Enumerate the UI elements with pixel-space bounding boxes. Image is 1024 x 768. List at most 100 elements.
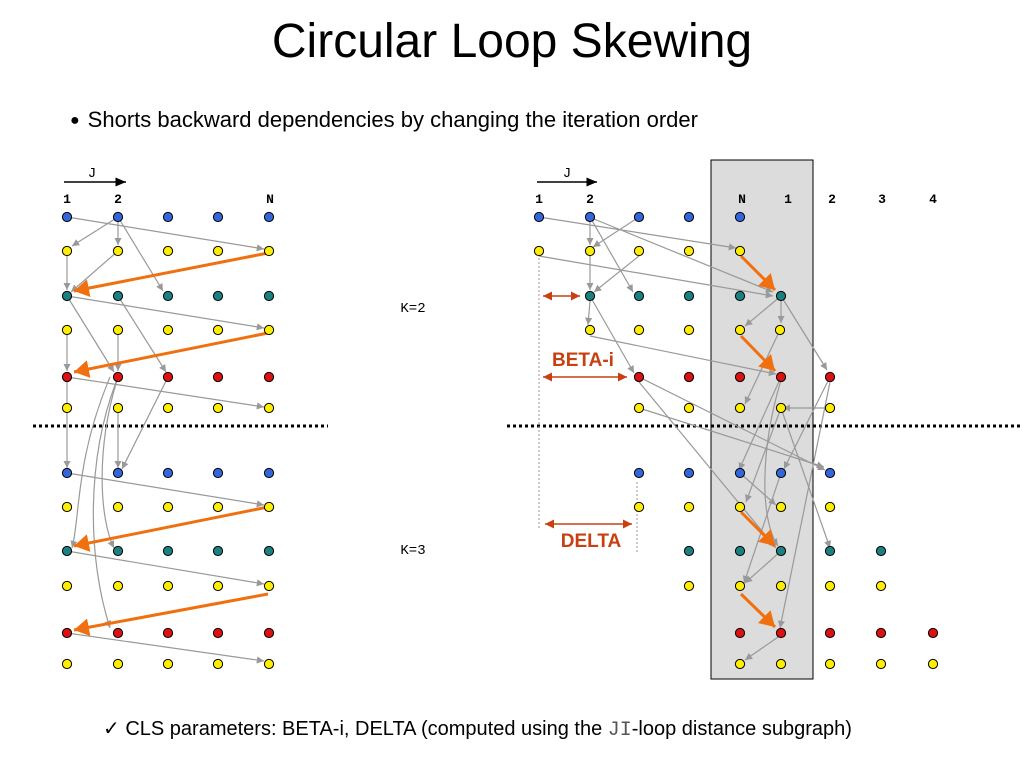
right-col-label-wrap-3: 3 [878,192,886,207]
right-node-r8-c2 [775,545,787,557]
delta-callout: DELTA [561,531,622,552]
left-node-r0-c3 [212,211,224,223]
slide-title: Circular Loop Skewing [271,15,753,68]
left-node-r4-c3 [212,371,224,383]
right-node-r6-c0 [633,467,645,479]
right-node-r10-c0 [734,627,746,639]
right-node-r4-c2 [734,371,746,383]
left-node-r8-c0 [61,545,73,557]
right-node-r10-c3 [875,627,887,639]
left-node-r8-c4 [263,545,275,557]
right-node-r3-c4 [774,324,786,336]
right-node-r3-c2 [683,324,695,336]
right-node-r2-c2 [683,290,695,302]
right-node-r4-c4 [824,371,836,383]
right-node-r11-c1 [775,658,787,670]
right-node-r0-c0 [533,211,545,223]
footer-code: JI [607,719,632,742]
right-node-r7-c1 [683,501,695,513]
left-node-r1-c4 [263,245,275,257]
right-node-r0-c1 [584,211,596,223]
left-node-r9-c2 [162,580,174,592]
right-j-axis-label: J [563,166,571,182]
bullet-text: Shorts backward dependencies by changing… [87,107,698,132]
right-node-r1-c3 [683,245,695,257]
right-node-r10-c2 [824,627,836,639]
beta-i-callout: BETA-i [552,350,614,371]
left-node-r11-c4 [263,658,275,670]
bullet-point: ● Shorts backward dependencies by changin… [70,107,698,133]
left-node-r4-c2 [162,371,174,383]
left-node-r2-c0 [61,290,73,302]
right-node-r7-c0 [633,501,645,513]
right-node-r3-c0 [584,324,596,336]
right-node-r4-c1 [683,371,695,383]
left-node-r7-c1 [112,501,124,513]
check-icon: ✓ [103,718,120,740]
right-node-r2-c4 [775,290,787,302]
right-grid-nodes [533,211,939,670]
right-node-r2-c3 [734,290,746,302]
left-node-r11-c0 [61,658,73,670]
right-col-label-n: N [738,192,746,207]
left-node-r11-c1 [112,658,124,670]
left-node-r8-c3 [212,545,224,557]
right-node-r5-c2 [734,402,746,414]
left-node-r5-c2 [162,402,174,414]
right-node-r2-c1 [633,290,645,302]
left-node-r9-c4 [263,580,275,592]
left-grid-nodes [61,211,275,670]
right-node-r0-c2 [633,211,645,223]
left-node-r1-c3 [212,245,224,257]
right-node-r9-c2 [775,580,787,592]
right-node-r11-c2 [824,658,836,670]
right-node-r1-c4 [734,245,746,257]
left-node-r8-c2 [162,545,174,557]
right-node-r9-c3 [824,580,836,592]
right-node-r8-c1 [734,545,746,557]
right-node-r3-c3 [734,324,746,336]
left-node-r6-c2 [162,467,174,479]
left-col-label-1: 1 [63,192,71,207]
right-col-label-1: 1 [535,192,543,207]
left-dependency-arrows [63,216,265,664]
right-node-r0-c4 [734,211,746,223]
left-node-r6-c4 [263,467,275,479]
right-backward-arrows [739,254,777,629]
right-col-label-wrap-2: 2 [828,192,836,207]
right-node-r11-c0 [734,658,746,670]
left-node-r7-c0 [61,501,73,513]
left-col-label-2: 2 [114,192,122,207]
right-node-r9-c4 [875,580,887,592]
left-node-r3-c3 [212,324,224,336]
left-node-r8-c1 [112,545,124,557]
right-node-r11-c3 [875,658,887,670]
right-node-r9-c1 [734,580,746,592]
right-node-r6-c2 [734,467,746,479]
left-node-r2-c4 [263,290,275,302]
left-node-r7-c3 [212,501,224,513]
footer-note: ✓ CLS parameters: BETA-i, DELTA (compute… [103,716,852,742]
left-node-r10-c4 [263,627,275,639]
right-node-r7-c2 [734,501,746,513]
right-col-label-wrap-1: 1 [784,192,792,207]
right-node-r5-c3 [775,402,787,414]
left-node-r4-c4 [263,371,275,383]
left-node-r0-c0 [61,211,73,223]
right-node-r6-c1 [683,467,695,479]
left-node-r10-c1 [112,627,124,639]
left-node-r10-c0 [61,627,73,639]
right-col-label-2: 2 [586,192,594,207]
left-node-r10-c3 [212,627,224,639]
left-node-r6-c0 [61,467,73,479]
left-node-r9-c3 [212,580,224,592]
left-node-r11-c3 [212,658,224,670]
left-node-r1-c0 [61,245,73,257]
left-node-r10-c2 [162,627,174,639]
bullet-dot: ● [70,112,80,129]
left-node-r3-c2 [162,324,174,336]
left-node-r4-c1 [112,371,124,383]
left-j-axis-label: J [88,166,96,182]
left-node-r9-c0 [61,580,73,592]
